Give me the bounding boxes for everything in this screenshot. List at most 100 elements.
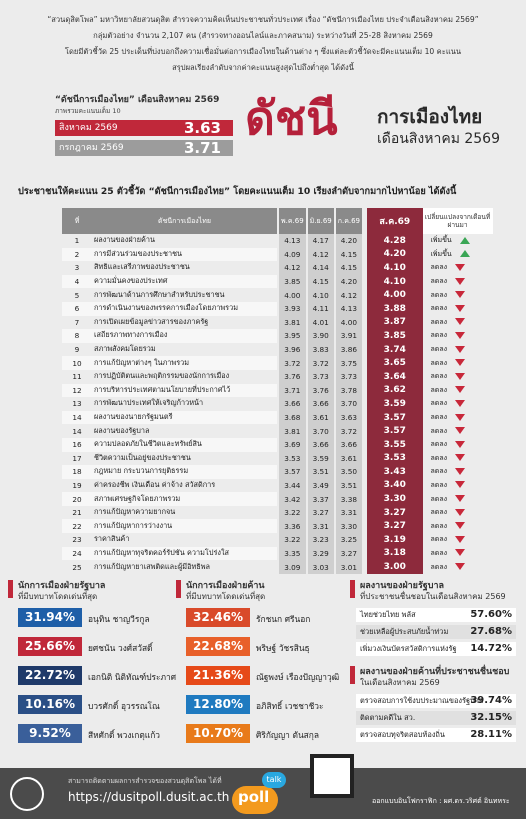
cell-text: 3.31	[340, 508, 357, 518]
cell: 3.76	[277, 369, 307, 384]
change-text: ลดลง	[430, 385, 448, 394]
summary-score: 3.71	[183, 139, 221, 157]
indicator-name: การแก้ปัญหายาเสพติดและผู้มีอิทธิพล	[92, 560, 278, 574]
cell: 11	[62, 370, 92, 384]
table-row: 16 ความปลอดภัยในชีวิตและทรัพย์สิน 3.69 3.66…	[62, 437, 493, 452]
cell: 4.01	[305, 315, 335, 330]
panel-subtitle: ในเดือนสิงหาคม 2569	[360, 678, 440, 687]
work-row: ตรวจสอบการใช้งบประมาณของรัฐบาล 39.74%	[356, 694, 516, 708]
cell-text: 3.27	[340, 548, 357, 558]
change-text: ลดลง	[430, 304, 448, 313]
change-arrow	[455, 359, 466, 367]
cell: 4.13	[333, 301, 365, 316]
indicator-name: การบริหารประเทศตามนโยบายที่ประกาศไว้	[92, 383, 278, 398]
cell: 3.55	[362, 437, 423, 452]
cell-text: การแก้ปัญหาต่างๆ ในภาพรวม	[94, 357, 190, 367]
change: ลดลง	[423, 356, 493, 370]
work-row: ติดตามคดีใน สว. 32.15%	[356, 711, 516, 725]
cell-text: 3.61	[340, 453, 357, 463]
cell: 3.27	[305, 505, 335, 520]
cell: 22	[62, 519, 92, 534]
cell-text: 25	[72, 562, 82, 572]
cell: 4.10	[305, 288, 335, 302]
logo-bubble	[232, 786, 278, 814]
cell-text: กฎหมาย กระบวนการยุติธรรม	[94, 466, 189, 476]
change: ลดลง	[423, 424, 493, 438]
person-name: รักชนก ศรีนอก	[256, 614, 311, 624]
work-percent: 14.72%	[470, 643, 512, 654]
cell: 4.00	[277, 288, 307, 302]
table-row: 22 การแก้ปัญหาการว่างงาน 3.36 3.31 3.30 3.27 ล…	[62, 519, 493, 534]
cell-text: 3.59	[383, 398, 406, 409]
cell: 8	[62, 329, 92, 343]
column-header: ที่	[62, 208, 92, 234]
summary-label: กรกฎาคม 2569	[59, 143, 124, 153]
cell: 3.31	[333, 505, 365, 520]
percent-box: 31.94%	[18, 608, 82, 627]
cell: 3.72	[277, 356, 307, 370]
cell-text: 24	[72, 548, 82, 558]
work-name: ตรวจสอบการใช้งบประมาณของรัฐบาล	[360, 696, 484, 705]
index-table: ที่ ดัชนีการเมืองไทย พ.ค.69 มิ.ย.69 ก.ค.69 ส.…	[62, 208, 493, 574]
change-arrow	[455, 304, 466, 312]
cell-text: 3.88	[383, 303, 406, 314]
work-percent: 27.68%	[470, 626, 512, 637]
cell: 3.23	[305, 533, 335, 547]
cell-text: 3.53	[383, 453, 406, 464]
change-arrow	[459, 250, 470, 258]
cell-text: 5	[74, 290, 80, 300]
percent-box: 22.72%	[18, 666, 82, 685]
change-arrow	[455, 263, 466, 271]
cell-text: 13	[72, 399, 82, 409]
cell: 4.17	[305, 234, 335, 248]
change: ลดลง	[423, 302, 493, 316]
percent-box: 9.52%	[18, 724, 82, 743]
cell: 3.51	[333, 478, 365, 493]
cell: 3.53	[362, 451, 423, 466]
cell-text: 4.20	[383, 249, 406, 260]
table-row: 12 การบริหารประเทศตามนโยบายที่ประกาศไว้ 3.…	[62, 383, 493, 398]
change-arrow	[455, 522, 466, 530]
cell-text: 4.11	[312, 304, 329, 314]
change: ลดลง	[423, 316, 493, 330]
cell: 4.12	[333, 288, 365, 302]
indicator-name: การดำเนินงานของพรรคการเมืองโดยภาพรวม	[92, 301, 278, 316]
cell-text: 3.27	[383, 521, 406, 532]
cell: 3.59	[362, 397, 423, 411]
indicator-name: การเปิดเผยข้อมูลข่าวสารของภาครัฐ	[92, 316, 278, 330]
footer-follow: สามารถติดตามผลการสำรวจของสวนดุสิตโพล ได้…	[68, 777, 222, 785]
cell-text: ชีวิตความเป็นอยู่ของประชาชน	[94, 452, 191, 462]
change: ลดลง	[423, 288, 493, 302]
cell: 3.37	[305, 492, 335, 506]
person-name: อภิสิทธิ์ เวชชาชีวะ	[256, 701, 324, 711]
cell-text: 3.66	[340, 440, 357, 450]
cell: 3.38	[333, 492, 365, 506]
cell-text: การแก้ปัญหาทุจริตคอร์รัปชัน ความโปร่งใส	[94, 547, 229, 557]
header-line: โดยมีตัวชี้วัด 25 ประเด็นที่บ่งบอกถึงควา…	[64, 47, 462, 56]
change-text: ลดลง	[430, 331, 448, 340]
work-row: ไทยช่วยไทย พลัส 57.60%	[356, 608, 516, 622]
cell: 3.65	[362, 356, 423, 370]
cell-text: 6	[74, 304, 80, 314]
cell-text: 3.66	[312, 399, 329, 409]
cell: 4.15	[333, 247, 365, 262]
cell-text: 3.85	[383, 330, 406, 341]
table-row: 2 การมีส่วนร่วมของประชาชน 4.09 4.12 4.15 4.20…	[62, 247, 493, 262]
cell-text: 3.86	[340, 345, 357, 355]
cell: 3.93	[277, 301, 307, 316]
table-header-row: ที่ ดัชนีการเมืองไทย พ.ค.69 มิ.ย.69 ก.ค.69 ส.…	[62, 208, 493, 234]
table-row: 17 ชีวิตความเป็นอยู่ของประชาชน 3.53 3.59 3.6…	[62, 451, 493, 466]
cell-text: 3.01	[340, 562, 357, 572]
indicator-name: การพัฒนาด้านการศึกษาสำหรับประชาชน	[92, 288, 278, 302]
cell: 3.71	[277, 383, 307, 398]
indicator-name: ผลงานของนายกรัฐมนตรี	[92, 410, 278, 425]
percent-box: 22.68%	[186, 637, 250, 656]
cell-text: 3.57	[383, 426, 406, 437]
cell: 4.10	[362, 274, 423, 289]
cell: 4.20	[333, 234, 365, 248]
indicator-name: สิทธิและเสรีภาพของประชาชน	[92, 261, 278, 275]
cell: 3.61	[305, 410, 335, 425]
change-arrow	[455, 291, 466, 299]
cell: 3.95	[277, 329, 307, 343]
